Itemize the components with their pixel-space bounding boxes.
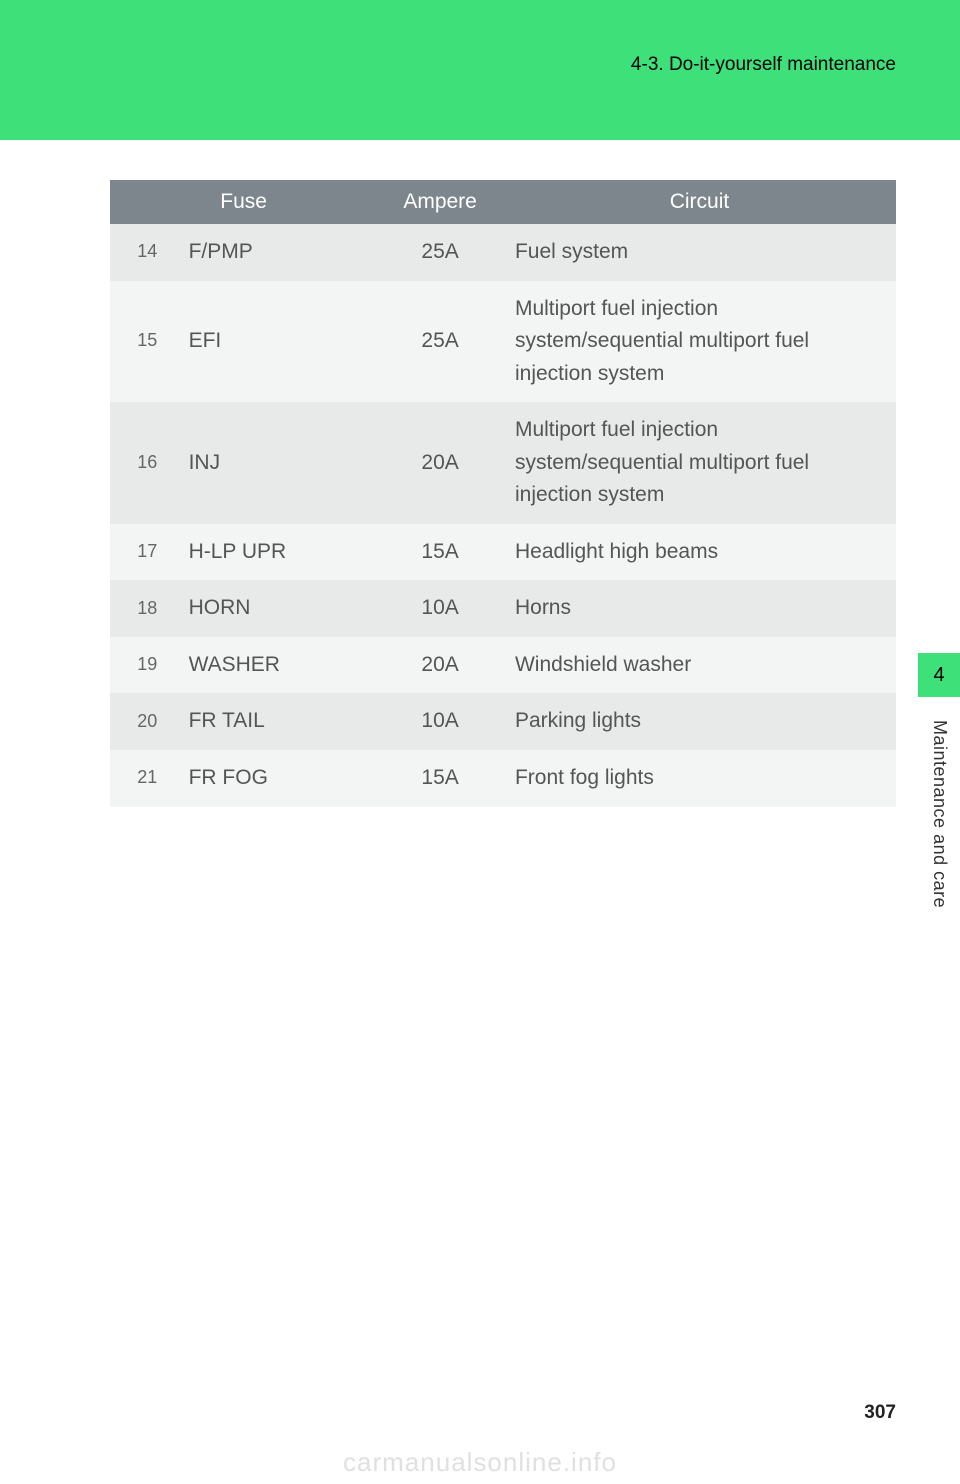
watermark: carmanualsonline.info bbox=[0, 1447, 960, 1478]
table-row: 16INJ20AMultiport fuel injection system/… bbox=[110, 402, 896, 524]
col-header-fuse: Fuse bbox=[110, 180, 377, 224]
row-number: 21 bbox=[110, 750, 185, 807]
circuit-desc: Fuel system bbox=[503, 224, 896, 281]
fuse-name: HORN bbox=[185, 580, 378, 637]
row-number: 17 bbox=[110, 524, 185, 581]
table-row: 19WASHER20AWindshield washer bbox=[110, 637, 896, 694]
ampere-value: 20A bbox=[377, 637, 503, 694]
chapter-tab: 4 bbox=[918, 653, 960, 697]
fuse-name: F/PMP bbox=[185, 224, 378, 281]
ampere-value: 25A bbox=[377, 281, 503, 403]
chapter-label: Maintenance and care bbox=[929, 720, 950, 908]
circuit-desc: Headlight high beams bbox=[503, 524, 896, 581]
ampere-value: 10A bbox=[377, 580, 503, 637]
circuit-desc: Windshield washer bbox=[503, 637, 896, 694]
table-row: 21FR FOG15AFront fog lights bbox=[110, 750, 896, 807]
row-number: 16 bbox=[110, 402, 185, 524]
header-band: 4-3. Do-it-yourself maintenance bbox=[0, 0, 960, 140]
row-number: 15 bbox=[110, 281, 185, 403]
page-number: 307 bbox=[864, 1402, 896, 1424]
ampere-value: 15A bbox=[377, 750, 503, 807]
circuit-desc: Parking lights bbox=[503, 693, 896, 750]
fuse-name: H-LP UPR bbox=[185, 524, 378, 581]
row-number: 18 bbox=[110, 580, 185, 637]
ampere-value: 25A bbox=[377, 224, 503, 281]
row-number: 19 bbox=[110, 637, 185, 694]
table-row: 18HORN10AHorns bbox=[110, 580, 896, 637]
table-row: 17H-LP UPR15AHeadlight high beams bbox=[110, 524, 896, 581]
col-header-ampere: Ampere bbox=[377, 180, 503, 224]
fuse-name: WASHER bbox=[185, 637, 378, 694]
row-number: 14 bbox=[110, 224, 185, 281]
col-header-circuit: Circuit bbox=[503, 180, 896, 224]
content-area: Fuse Ampere Circuit 14F/PMP25AFuel syste… bbox=[0, 140, 960, 807]
circuit-desc: Multiport fuel injection system/sequenti… bbox=[503, 281, 896, 403]
fuse-name: EFI bbox=[185, 281, 378, 403]
table-row: 20FR TAIL10AParking lights bbox=[110, 693, 896, 750]
fuse-name: FR FOG bbox=[185, 750, 378, 807]
table-row: 15EFI25AMultiport fuel injection system/… bbox=[110, 281, 896, 403]
circuit-desc: Horns bbox=[503, 580, 896, 637]
fuse-name: FR TAIL bbox=[185, 693, 378, 750]
fuse-name: INJ bbox=[185, 402, 378, 524]
fuse-table: Fuse Ampere Circuit 14F/PMP25AFuel syste… bbox=[110, 180, 896, 807]
ampere-value: 20A bbox=[377, 402, 503, 524]
table-row: 14F/PMP25AFuel system bbox=[110, 224, 896, 281]
row-number: 20 bbox=[110, 693, 185, 750]
circuit-desc: Multiport fuel injection system/sequenti… bbox=[503, 402, 896, 524]
ampere-value: 10A bbox=[377, 693, 503, 750]
section-title: 4-3. Do-it-yourself maintenance bbox=[631, 54, 896, 76]
ampere-value: 15A bbox=[377, 524, 503, 581]
circuit-desc: Front fog lights bbox=[503, 750, 896, 807]
